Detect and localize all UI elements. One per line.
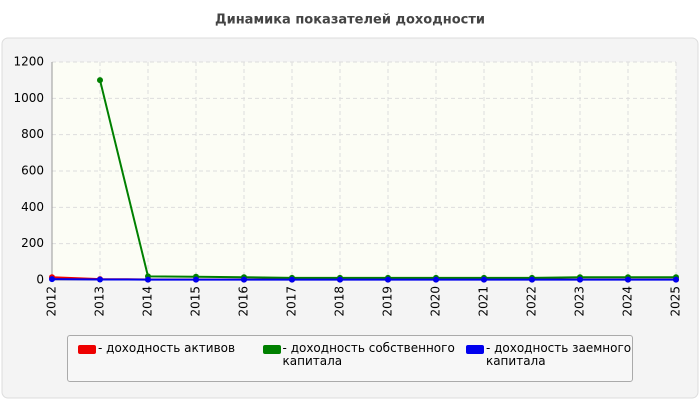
legend-swatch: [465, 345, 484, 354]
x-tick-label: 2016: [237, 286, 251, 317]
point: [97, 77, 103, 84]
point: [49, 276, 55, 283]
series-line: [51, 278, 676, 281]
point: [385, 276, 391, 283]
point: [481, 276, 487, 283]
x-tick-label: 2024: [621, 286, 635, 317]
y-tick-label: 400: [21, 200, 44, 214]
x-tick-label: 2012: [45, 286, 59, 317]
x-tick-label: 2025: [669, 286, 683, 317]
point: [577, 276, 583, 283]
legend: - доходность активов - доходность собстве…: [67, 335, 633, 382]
legend-swatch: [262, 345, 281, 354]
x-tick-label: 2021: [477, 286, 491, 317]
chart-title: Динамика показателей доходности: [215, 13, 485, 28]
point: [673, 276, 679, 283]
legend-item: - доходность заемного капитала: [456, 336, 632, 381]
legend-item: - доходность собственного капитала: [253, 336, 456, 381]
legend-label: - доходность активов: [98, 341, 236, 355]
point: [193, 276, 199, 283]
point: [625, 276, 631, 283]
y-tick-label: 1200: [13, 55, 44, 69]
x-tick-label: 2023: [573, 286, 587, 317]
point: [97, 276, 103, 283]
x-tick-label: 2019: [381, 286, 395, 317]
y-tick-label: 1000: [13, 91, 44, 105]
point: [241, 276, 247, 283]
y-tick-label: 800: [21, 127, 44, 141]
x-tick-label: 2020: [429, 286, 443, 317]
point: [433, 276, 439, 283]
y-tick-label: 600: [21, 164, 44, 178]
x-tick-label: 2014: [141, 286, 155, 317]
legend-label: - доходность заемного капитала: [485, 341, 632, 368]
point: [145, 276, 151, 283]
x-tick-label: 2015: [189, 286, 203, 317]
point: [289, 276, 295, 283]
x-tick-label: 2018: [333, 286, 347, 317]
legend-item: - доходность активов: [68, 336, 253, 381]
x-tick-label: 2013: [93, 286, 107, 317]
x-tick-label: 2017: [285, 286, 299, 317]
y-tick-label: 0: [36, 273, 44, 287]
point: [529, 276, 535, 283]
point: [337, 276, 343, 283]
y-tick-label: 200: [21, 236, 44, 250]
legend-label: - доходность собственного капитала: [282, 341, 455, 368]
legend-swatch: [78, 345, 96, 354]
x-tick-label: 2022: [525, 286, 539, 317]
